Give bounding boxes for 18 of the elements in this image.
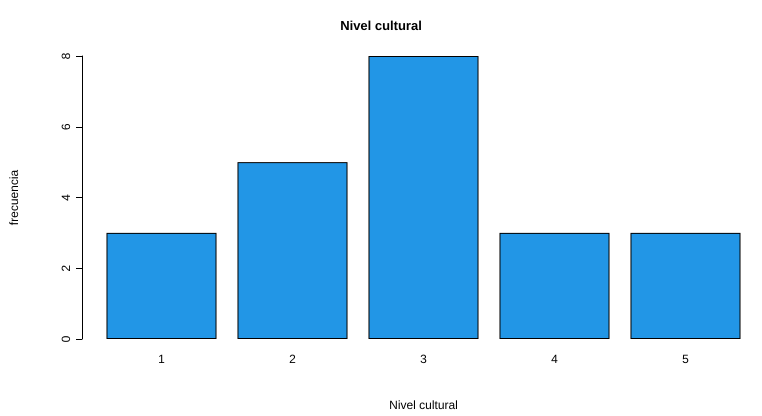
y-tick-label: 0	[59, 335, 73, 342]
y-tick-label: 8	[59, 52, 73, 60]
x-axis-title: Nivel cultural	[389, 398, 458, 412]
bar	[106, 232, 217, 339]
y-tick-label: 2	[59, 264, 73, 272]
bar	[499, 232, 610, 339]
x-tick-label: 4	[551, 352, 558, 366]
x-tick-label: 2	[289, 352, 296, 366]
x-tick-label: 1	[158, 352, 166, 366]
y-tick-label: 4	[59, 194, 73, 201]
bar	[368, 56, 479, 339]
x-tick-label: 3	[420, 352, 428, 366]
bar	[237, 162, 348, 339]
x-tick-label: 5	[682, 352, 690, 366]
chart-title: Nivel cultural	[340, 18, 422, 33]
y-axis-title: frecuencia	[7, 169, 21, 226]
bar	[630, 232, 741, 339]
y-tick-label: 6	[59, 123, 73, 130]
